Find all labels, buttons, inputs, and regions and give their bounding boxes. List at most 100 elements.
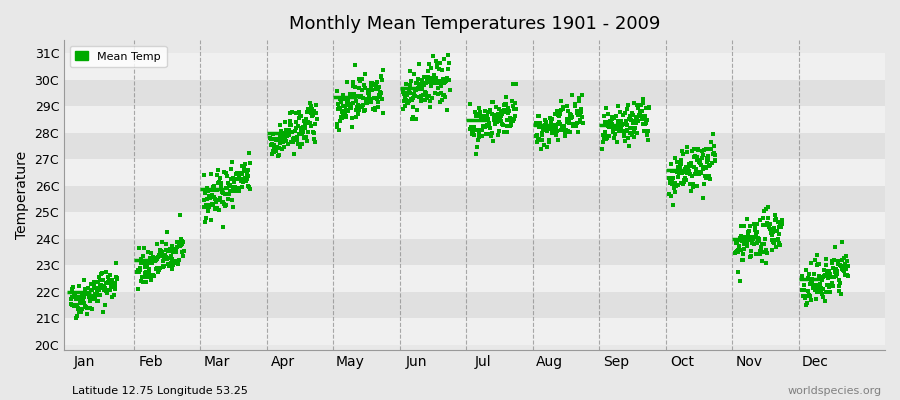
Point: [742, 222, 757, 229]
Point: [741, 230, 755, 236]
Point: [292, 108, 306, 115]
Point: [374, 73, 388, 79]
Point: [760, 204, 775, 210]
Point: [340, 108, 355, 114]
Point: [348, 98, 363, 104]
Point: [744, 248, 759, 255]
Point: [565, 92, 580, 98]
Point: [163, 246, 177, 252]
Point: [774, 217, 788, 223]
Point: [349, 114, 364, 120]
Point: [819, 256, 833, 262]
Point: [359, 96, 374, 103]
Point: [219, 170, 233, 176]
Point: [366, 81, 381, 88]
Point: [761, 224, 776, 230]
Point: [614, 125, 628, 131]
Point: [212, 175, 227, 182]
Point: [70, 306, 85, 312]
Point: [489, 114, 503, 120]
Point: [65, 286, 79, 292]
Point: [487, 117, 501, 123]
Point: [222, 183, 237, 190]
Point: [133, 267, 148, 274]
Point: [197, 197, 211, 204]
Point: [150, 241, 165, 248]
Point: [282, 132, 296, 138]
Point: [629, 120, 643, 126]
Bar: [64, 292, 885, 318]
Point: [636, 96, 651, 102]
Point: [489, 104, 503, 110]
Point: [432, 78, 446, 84]
Point: [815, 286, 830, 292]
Point: [529, 133, 544, 139]
Point: [678, 177, 692, 183]
Point: [410, 75, 425, 82]
Point: [71, 294, 86, 300]
Point: [488, 112, 502, 118]
Point: [227, 178, 241, 185]
Point: [540, 144, 554, 150]
Point: [706, 150, 721, 156]
Point: [222, 191, 237, 197]
Point: [826, 274, 841, 281]
Point: [682, 180, 697, 187]
Point: [752, 251, 767, 258]
Point: [663, 193, 678, 199]
Point: [537, 124, 552, 131]
Point: [469, 113, 483, 119]
Point: [348, 84, 363, 90]
Point: [225, 204, 239, 210]
Point: [76, 297, 90, 303]
Point: [497, 107, 511, 113]
Point: [94, 271, 109, 277]
Point: [548, 111, 562, 117]
Point: [162, 254, 176, 261]
Point: [747, 241, 761, 247]
Point: [630, 130, 644, 136]
Point: [410, 107, 425, 113]
Point: [285, 138, 300, 145]
Point: [601, 111, 616, 117]
Point: [96, 287, 111, 293]
Point: [154, 248, 168, 254]
Point: [402, 90, 417, 96]
Point: [67, 303, 81, 309]
Point: [558, 133, 572, 139]
Point: [142, 266, 157, 272]
Point: [291, 140, 305, 147]
Point: [733, 278, 747, 285]
Point: [608, 130, 622, 137]
Point: [228, 186, 242, 193]
Point: [288, 127, 302, 134]
Point: [332, 105, 347, 111]
Point: [812, 273, 826, 279]
Point: [233, 178, 248, 184]
Point: [825, 259, 840, 266]
Point: [567, 121, 581, 128]
Point: [772, 231, 787, 238]
Point: [764, 230, 778, 236]
Point: [346, 90, 361, 97]
Point: [613, 108, 627, 115]
Point: [75, 291, 89, 297]
Point: [442, 77, 456, 83]
Point: [627, 134, 642, 140]
Point: [200, 196, 214, 202]
Point: [364, 99, 379, 106]
Point: [607, 135, 621, 142]
Y-axis label: Temperature: Temperature: [15, 151, 29, 239]
Point: [693, 169, 707, 175]
Point: [370, 104, 384, 110]
Point: [290, 134, 304, 140]
Point: [734, 257, 749, 263]
Point: [571, 129, 585, 135]
Point: [144, 250, 158, 256]
Point: [225, 159, 239, 165]
Point: [466, 125, 481, 132]
Point: [299, 116, 313, 122]
Point: [731, 246, 745, 253]
Point: [505, 118, 519, 124]
Point: [507, 103, 521, 109]
